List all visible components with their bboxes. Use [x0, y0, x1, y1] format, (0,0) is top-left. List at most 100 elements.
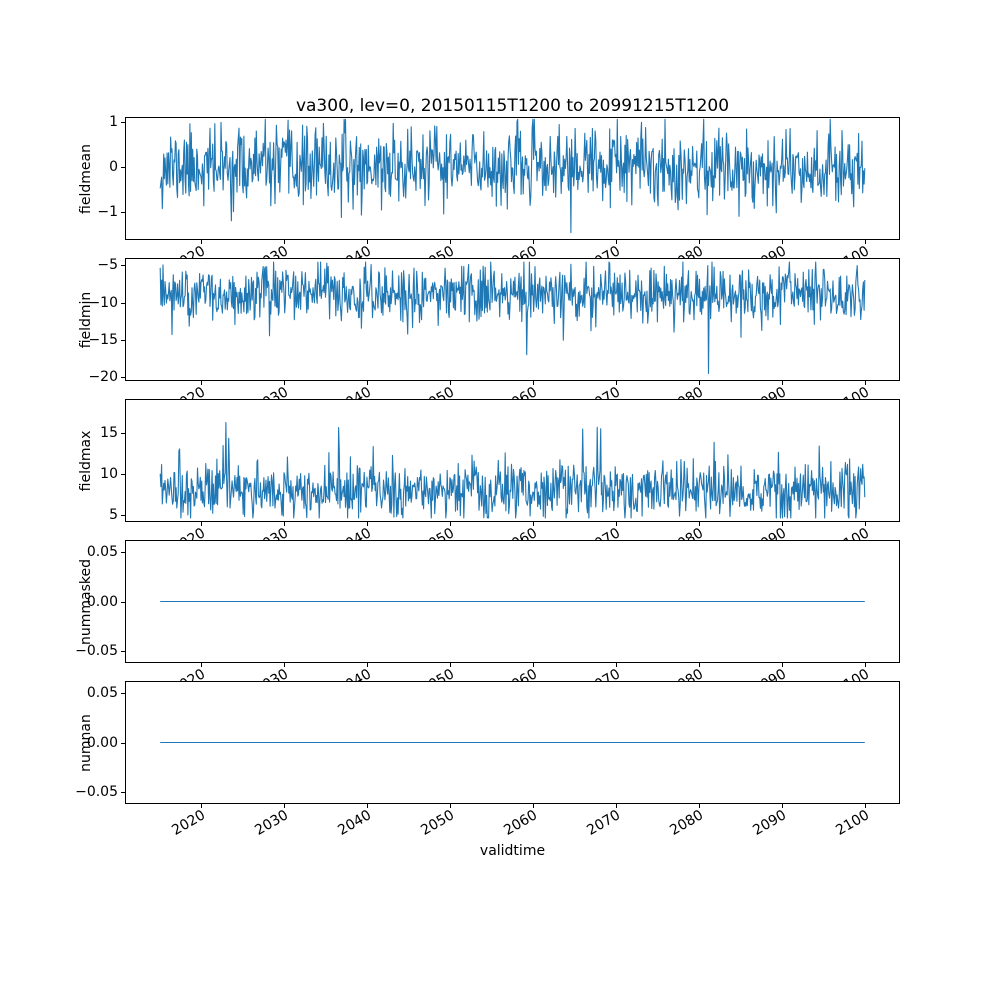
x-tick-mark [865, 381, 866, 385]
y-tick-label: −1 [97, 204, 118, 220]
axes-frame [125, 540, 900, 663]
x-tick-mark [616, 240, 617, 244]
axes-frame [125, 399, 900, 522]
y-axis-label-fieldmax: fieldmax [78, 430, 94, 492]
line-plot [125, 540, 900, 663]
x-tick-mark [782, 381, 783, 385]
x-tick-mark [699, 522, 700, 526]
x-tick-mark [533, 240, 534, 244]
y-tick-mark [121, 651, 125, 652]
line-plot [125, 117, 900, 240]
y-tick-label: 5 [109, 507, 118, 523]
x-tick-mark [782, 804, 783, 808]
x-axis-label: validtime [479, 843, 546, 859]
y-tick-mark [121, 515, 125, 516]
x-tick-mark [284, 663, 285, 667]
y-tick-mark [121, 693, 125, 694]
x-tick-mark [201, 663, 202, 667]
y-axis-label-nummasked: nummasked [78, 558, 94, 646]
x-tick-label-box: 2100 [705, 525, 873, 557]
line-plot [125, 399, 900, 522]
x-tick-mark [367, 522, 368, 526]
x-tick-mark [201, 240, 202, 244]
y-tick-label: 10 [100, 466, 118, 482]
y-tick-mark [121, 743, 125, 744]
x-tick-mark [865, 522, 866, 526]
series-line [159, 261, 866, 374]
x-tick-mark [450, 804, 451, 808]
y-tick-label: 0.00 [86, 735, 118, 751]
subplot-fieldmean: 10−1202020302040205020602070208020902100 [97, 114, 900, 275]
y-tick-mark [121, 377, 125, 378]
x-tick-mark [450, 240, 451, 244]
axes-frame [125, 117, 900, 240]
y-tick-label: −10 [88, 295, 118, 311]
subplot-fieldmin: −5−10−15−2020202030204020502060207020802… [88, 257, 900, 416]
y-tick-mark [121, 303, 125, 304]
x-tick-label-box: 2100 [705, 666, 873, 698]
chart-title: va300, lev=0, 20150115T1200 to 20991215T… [295, 96, 730, 116]
x-tick-mark [616, 381, 617, 385]
x-tick-mark [367, 804, 368, 808]
axes-frame [125, 258, 900, 381]
y-tick-mark [121, 167, 125, 168]
x-tick-mark [284, 804, 285, 808]
y-tick-label: 1 [109, 114, 118, 130]
x-tick-mark [533, 381, 534, 385]
x-tick-mark [616, 663, 617, 667]
axes-frame [125, 681, 900, 804]
series-line [159, 422, 866, 519]
y-tick-mark [121, 602, 125, 603]
y-axis-label-fieldmin: fieldmin [78, 291, 94, 349]
y-tick-label: 15 [100, 425, 118, 441]
y-tick-label: −0.05 [75, 643, 118, 659]
x-tick-mark [201, 381, 202, 385]
line-plot [125, 258, 900, 381]
x-tick-mark [533, 804, 534, 808]
y-axis-label-fieldmean: fieldmean [78, 144, 94, 214]
x-tick-label: 2100 [833, 807, 873, 839]
x-tick-label-box: 2100 [705, 807, 873, 839]
x-tick-mark [865, 804, 866, 808]
x-tick-mark [450, 381, 451, 385]
y-tick-mark [121, 340, 125, 341]
x-tick-mark [450, 522, 451, 526]
x-tick-mark [284, 522, 285, 526]
x-tick-mark [450, 663, 451, 667]
x-tick-mark [201, 804, 202, 808]
y-tick-label: 0.05 [86, 544, 118, 560]
y-tick-label: −15 [88, 332, 118, 348]
y-axis-label-numnan: numnan [78, 714, 94, 772]
x-tick-label-box: 2100 [705, 384, 873, 416]
x-tick-mark [367, 240, 368, 244]
y-tick-label: 0 [109, 159, 118, 175]
x-tick-mark [533, 663, 534, 667]
x-tick-mark [367, 381, 368, 385]
y-tick-label: −5 [97, 257, 118, 273]
subplot-fieldmax: 5101520202030204020502060207020802090210… [100, 399, 900, 557]
x-tick-mark [699, 663, 700, 667]
y-tick-label: 0.05 [86, 685, 118, 701]
y-tick-mark [121, 122, 125, 123]
y-tick-mark [121, 474, 125, 475]
x-tick-mark [699, 804, 700, 808]
y-tick-mark [121, 433, 125, 434]
y-tick-mark [121, 265, 125, 266]
x-tick-mark [201, 522, 202, 526]
y-tick-label: 0.00 [86, 594, 118, 610]
x-tick-mark [782, 663, 783, 667]
y-tick-mark [121, 212, 125, 213]
x-tick-mark [367, 663, 368, 667]
x-tick-mark [616, 804, 617, 808]
y-tick-label: −0.05 [75, 784, 118, 800]
x-tick-mark [616, 522, 617, 526]
y-tick-mark [121, 552, 125, 553]
subplot-nummasked: 0.050.00−0.05202020302040205020602070208… [75, 540, 900, 698]
subplot-numnan: 0.05 0.00 −0.05 2020 2030 2040 2050 2060 2070 208… [75, 681, 900, 839]
y-tick-label: −20 [88, 369, 118, 385]
x-tick-mark [782, 240, 783, 244]
x-tick-mark [284, 381, 285, 385]
x-tick-mark [699, 381, 700, 385]
x-tick-mark [782, 522, 783, 526]
x-tick-mark [865, 663, 866, 667]
